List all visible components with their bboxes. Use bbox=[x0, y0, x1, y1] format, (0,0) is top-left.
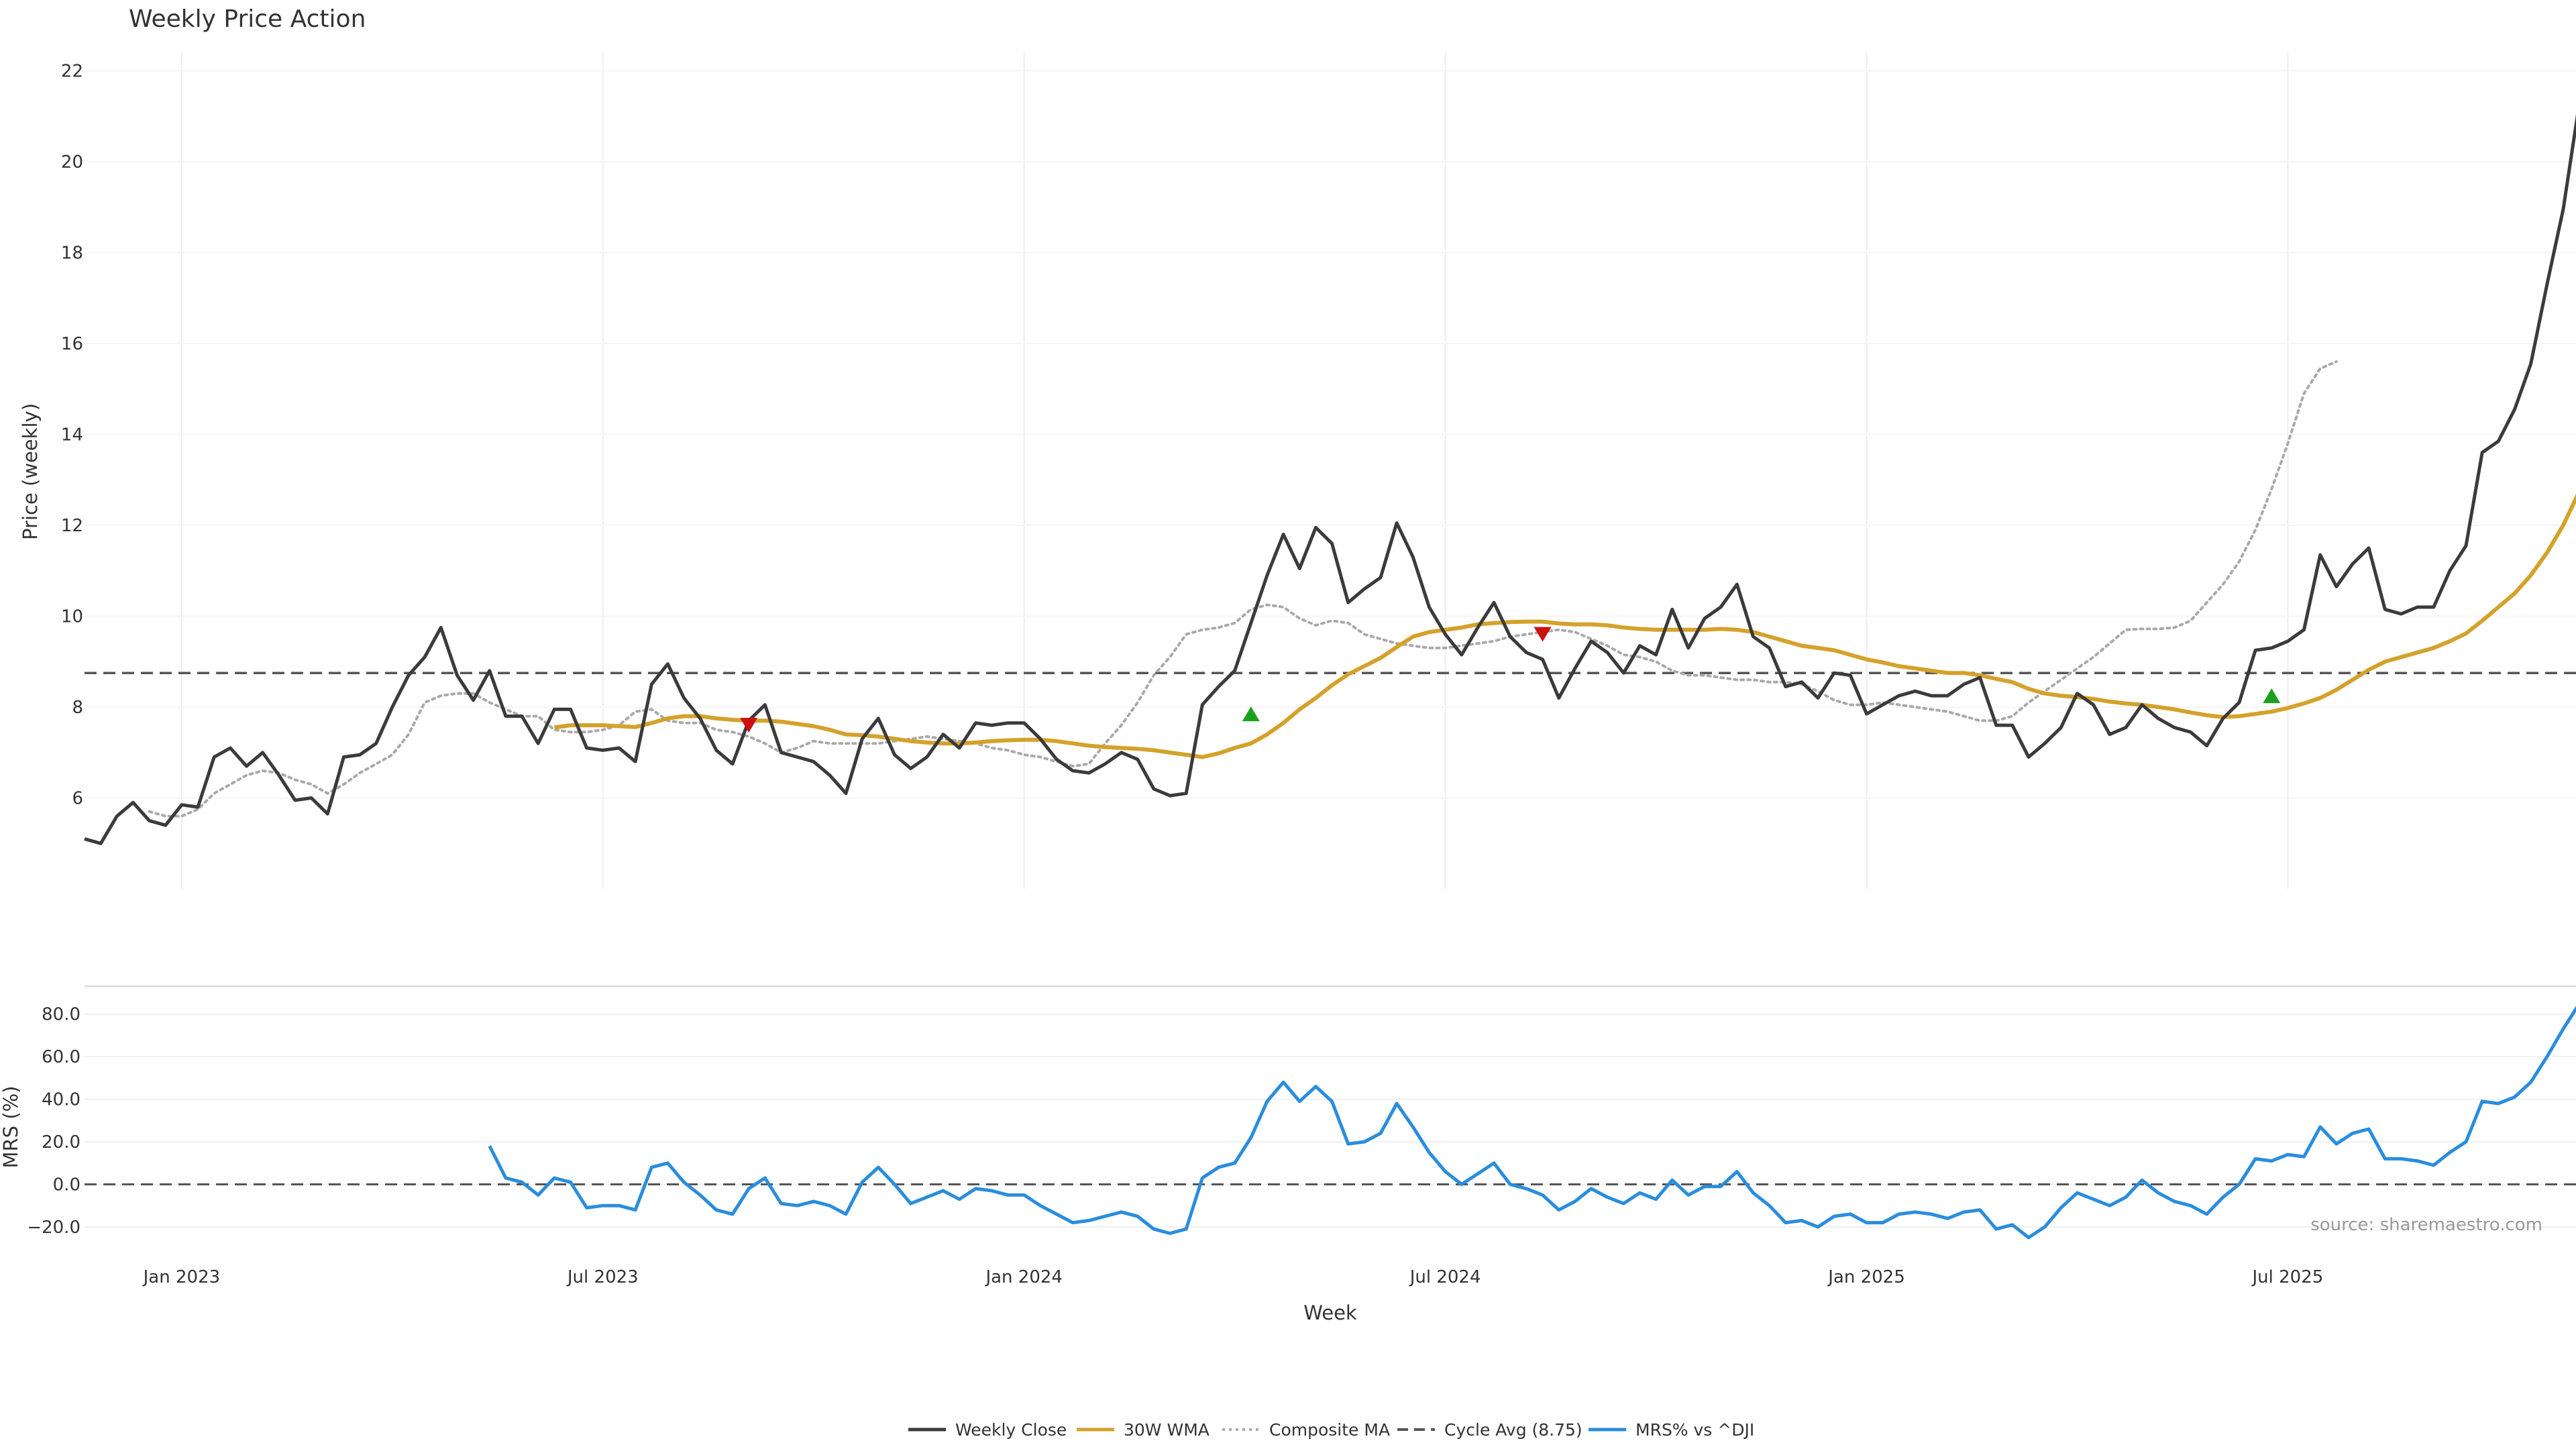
x-tick-label: Jan 2023 bbox=[142, 1267, 221, 1287]
x-tick-label: Jan 2025 bbox=[1827, 1267, 1905, 1287]
price-y-tick-label: 22 bbox=[61, 62, 83, 82]
legend-label-close: Weekly Close bbox=[955, 1420, 1067, 1440]
weekly-close-line bbox=[84, 113, 2576, 845]
price-y-tick-label: 12 bbox=[61, 516, 83, 536]
mrs-y-tick-label: 20.0 bbox=[42, 1132, 80, 1152]
legend-label-mrs: MRS% vs ^DJI bbox=[1635, 1420, 1754, 1440]
legend-label-wma: 30W WMA bbox=[1124, 1420, 1210, 1440]
x-axis-label: Week bbox=[1303, 1301, 1357, 1324]
price-y-tick-label: 14 bbox=[61, 425, 83, 445]
mrs-line bbox=[488, 1006, 2576, 1240]
legend-label-cycle: Cycle Avg (8.75) bbox=[1444, 1420, 1582, 1440]
mrs-y-axis-label: MRS (%) bbox=[0, 1086, 22, 1169]
price-panel: 6 8 10 12 14 16 18 20 22 bbox=[61, 52, 2576, 889]
wma-30w-line bbox=[553, 493, 2576, 759]
sell-signal-marker bbox=[1534, 627, 1552, 642]
mrs-y-tick-label: 80.0 bbox=[42, 1005, 80, 1025]
x-axis: Jan 2023 Jul 2023 Jan 2024 Jul 2024 Jan 2025… bbox=[142, 1267, 2324, 1287]
x-tick-label: Jul 2024 bbox=[1409, 1267, 1481, 1287]
price-y-tick-label: 16 bbox=[61, 334, 83, 354]
x-tick-label: Jul 2025 bbox=[2251, 1267, 2323, 1287]
mrs-y-tick-label: 40.0 bbox=[42, 1090, 80, 1110]
mrs-panel: −20.0 0.0 20.0 40.0 60.0 80.0 bbox=[27, 1005, 2576, 1240]
price-y-axis-label: Price (weekly) bbox=[19, 403, 42, 540]
x-tick-label: Jan 2024 bbox=[984, 1267, 1063, 1287]
buy-signal-marker bbox=[1242, 706, 1260, 722]
legend-label-composite: Composite MA bbox=[1269, 1420, 1390, 1440]
price-y-tick-label: 8 bbox=[72, 698, 83, 718]
price-y-tick-label: 6 bbox=[72, 789, 83, 809]
mrs-y-tick-label: 0.0 bbox=[53, 1175, 80, 1195]
price-y-tick-label: 20 bbox=[61, 152, 83, 172]
composite-ma-line bbox=[148, 360, 2338, 818]
x-tick-label: Jul 2023 bbox=[566, 1267, 639, 1287]
buy-signal-marker bbox=[2263, 688, 2281, 704]
legend: Weekly Close 30W WMA Composite MA Cycle Avg… bbox=[908, 1420, 1754, 1440]
mrs-y-tick-label: −20.0 bbox=[27, 1218, 80, 1238]
price-y-tick-label: 18 bbox=[61, 244, 83, 264]
sell-signal-marker bbox=[740, 718, 758, 733]
mrs-y-tick-label: 60.0 bbox=[42, 1047, 80, 1067]
chart-title: Weekly Price Action bbox=[129, 5, 366, 33]
source-note: source: sharemaestro.com bbox=[2310, 1215, 2542, 1235]
price-y-tick-label: 10 bbox=[61, 607, 83, 627]
